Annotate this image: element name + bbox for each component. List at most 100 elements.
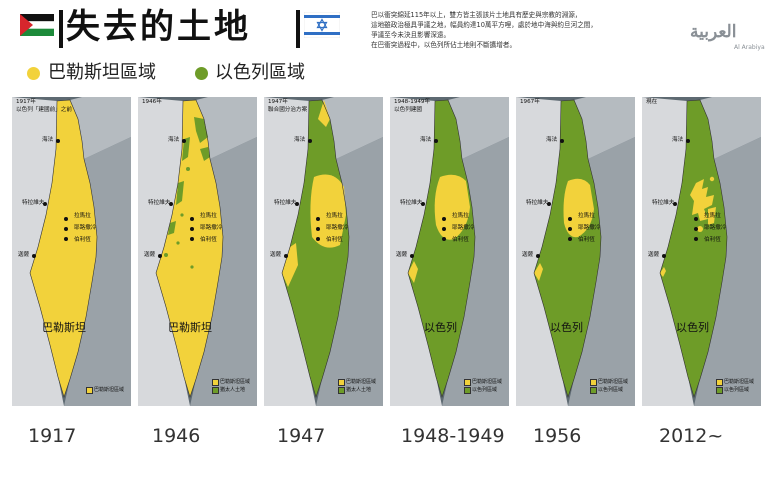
city-label-jericho: 伯利恆 [200, 237, 217, 243]
city-marker [410, 254, 414, 258]
panel-legend-label: 巴勒斯坦區域 [346, 378, 377, 385]
city-marker [442, 237, 446, 241]
city-marker [169, 202, 173, 206]
region-label: 以色列 [424, 321, 457, 334]
year-label: 1956 [533, 425, 582, 447]
city-label-ramallah: 拉馬拉 [704, 213, 721, 219]
intro-line: 這地雖政治極具爭議之地，幅員約達10萬平方哩，處於地中海與約旦河之間， [371, 21, 597, 29]
city-label-haifa: 海法 [546, 137, 558, 143]
territory-map [642, 97, 761, 406]
city-marker [673, 202, 677, 206]
city-marker [308, 139, 312, 143]
map-panel-1956: 1967年 海法 特拉維夫 拉馬拉 耶路撒冷 伯利恆 迦薩 以色列 巴勒斯坦區域 以色列區域 [516, 97, 635, 406]
city-marker [536, 254, 540, 258]
city-marker [43, 202, 47, 206]
panel-legend-label: 巴勒斯坦區域 [598, 378, 629, 385]
map-panel-1947: 1947年 聯合國分治方案 海法 特拉維夫 拉馬拉 耶路撒冷 伯利恆 迦薩 巴勒斯坦區域 猶太人土… [264, 97, 383, 406]
palestine-flag-icon [20, 14, 54, 36]
city-marker [190, 237, 194, 241]
city-marker [442, 217, 446, 221]
israel-flag-icon [304, 12, 340, 38]
city-label-jericho: 伯利恆 [578, 237, 595, 243]
city-label-jericho: 伯利恆 [74, 237, 91, 243]
city-label-ramallah: 拉馬拉 [74, 213, 91, 219]
region-label: 以色列 [550, 321, 583, 334]
territory-map [12, 97, 131, 406]
palestinian-legend-swatch [27, 67, 40, 80]
city-label-ramallah: 拉馬拉 [200, 213, 217, 219]
city-marker [694, 227, 698, 231]
city-label-telaviv: 特拉維夫 [652, 200, 675, 206]
city-marker [295, 202, 299, 206]
region-label: 巴勒斯坦 [42, 321, 86, 334]
map-panel-1946: 1946年 海法 特拉維夫 拉馬拉 耶路撒冷 伯利恆 迦薩 巴勒斯坦 巴勒斯坦區域 猶太人土地 [138, 97, 257, 406]
panel-legend-swatch [716, 387, 723, 394]
city-marker [32, 254, 36, 258]
city-label-gaza: 迦薩 [648, 252, 660, 258]
intro-line: 巴以衝突綿延115年以上，雙方皆主張該片土地具有歷史與宗教的淵源， [371, 11, 582, 19]
map-panel-1917: 1917年 以色列「建國前」之前 海法 特拉維夫 拉馬拉 耶路撒冷 伯利恆 迦薩 巴勒斯坦 巴勒斯… [12, 97, 131, 406]
city-label-jerusalem: 耶路撒冷 [200, 225, 223, 231]
city-marker [56, 139, 60, 143]
city-marker [64, 227, 68, 231]
city-label-gaza: 迦薩 [396, 252, 408, 258]
city-label-ramallah: 拉馬拉 [326, 213, 343, 219]
panel-legend-swatch [590, 379, 597, 386]
city-marker [316, 217, 320, 221]
panel-legend-label: 巴勒斯坦區域 [220, 378, 251, 385]
panel-legend-swatch [338, 379, 345, 386]
panel-legend-swatch [716, 379, 723, 386]
intro-text: 巴以衝突綿延115年以上，雙方皆主張該片土地具有歷史與宗教的淵源， 這地雖政治極… [371, 10, 671, 50]
city-label-haifa: 海法 [420, 137, 432, 143]
city-marker [686, 139, 690, 143]
panel-note: 聯合國分治方案 [268, 107, 308, 113]
territory-map [264, 97, 383, 406]
panel-legend-swatch [464, 387, 471, 394]
city-marker [694, 217, 698, 221]
city-marker [64, 217, 68, 221]
city-marker [182, 139, 186, 143]
city-marker [190, 227, 194, 231]
al-arabiya-logo-subtitle: Al Arabiya [734, 44, 765, 51]
map-panel-1948-1949: 1948-1949年 以色列建國 海法 特拉維夫 拉馬拉 耶路撒冷 伯利恆 迦薩 以色列 巴勒斯坦… [390, 97, 509, 406]
city-marker [662, 254, 666, 258]
year-label: 1947 [277, 425, 326, 447]
panel-era: 1946年 [142, 99, 162, 105]
city-label-gaza: 迦薩 [18, 252, 30, 258]
city-marker [434, 139, 438, 143]
panel-legend-label: 以色列區域 [598, 386, 624, 393]
panel-legend-swatch [86, 387, 93, 394]
panel-era: 1947年 [268, 99, 288, 105]
year-label: 1917 [28, 425, 77, 447]
panel-legend-label: 以色列區域 [724, 386, 750, 393]
city-marker [316, 227, 320, 231]
panel-legend-label: 巴勒斯坦區域 [472, 378, 503, 385]
israeli-legend-swatch [195, 67, 208, 80]
region-label: 以色列 [676, 321, 709, 334]
palestinian-legend-label: 巴勒斯坦區域 [48, 62, 156, 83]
city-label-haifa: 海法 [168, 137, 180, 143]
city-label-telaviv: 特拉維夫 [526, 200, 549, 206]
panel-legend-label: 以色列區域 [472, 386, 498, 393]
city-marker [547, 202, 551, 206]
region-label: 巴勒斯坦 [168, 321, 212, 334]
panel-legend-label: 猶太人土地 [346, 386, 372, 393]
city-marker [421, 202, 425, 206]
panel-legend-swatch [590, 387, 597, 394]
city-label-ramallah: 拉馬拉 [452, 213, 469, 219]
city-marker [284, 254, 288, 258]
city-label-jerusalem: 耶路撒冷 [74, 225, 97, 231]
intro-line: 在巴衝突過程中，以色列所佔土地則不斷擴增者。 [371, 41, 517, 49]
panel-legend-swatch [212, 387, 219, 394]
city-label-telaviv: 特拉維夫 [22, 200, 45, 206]
map-panel-2012~: 現在 海法 特拉維夫 拉馬拉 耶路撒冷 伯利恆 迦薩 以色列 巴勒斯坦區域 以色列區域 [642, 97, 761, 406]
panel-note: 以色列「建國前」之前 [16, 107, 72, 113]
city-marker [560, 139, 564, 143]
panel-legend-swatch [338, 387, 345, 394]
city-marker [316, 237, 320, 241]
year-label: 1946 [152, 425, 201, 447]
city-label-jericho: 伯利恆 [704, 237, 721, 243]
title-divider [296, 10, 300, 48]
city-label-jericho: 伯利恆 [452, 237, 469, 243]
panel-note: 以色列建國 [394, 107, 422, 113]
